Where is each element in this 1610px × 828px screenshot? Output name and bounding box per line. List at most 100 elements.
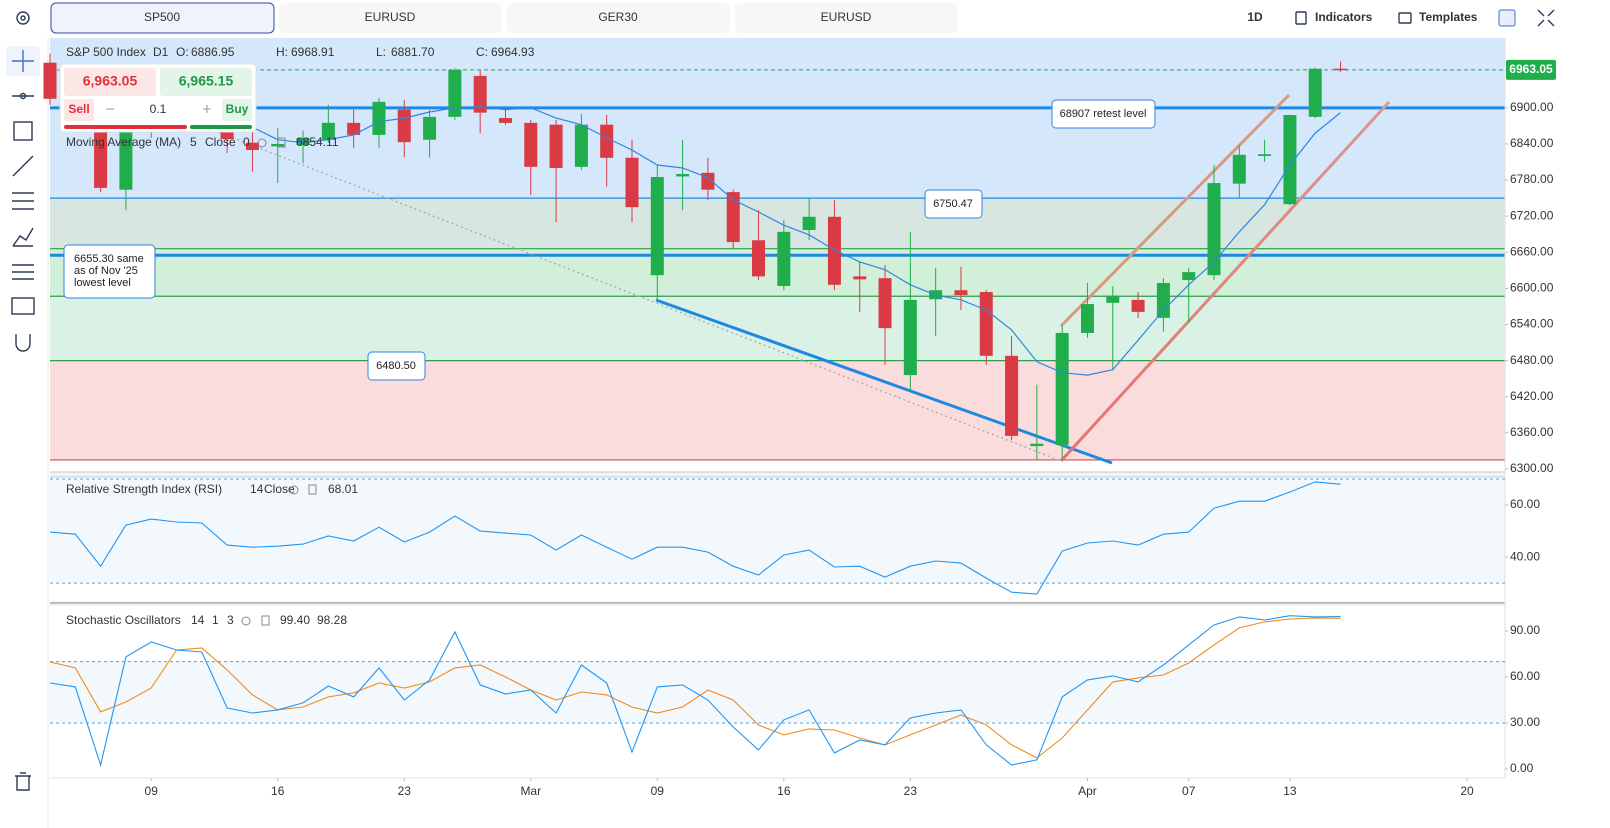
- fib-tool[interactable]: [12, 192, 34, 210]
- trash-tool[interactable]: [15, 772, 31, 791]
- levels: [50, 69, 1505, 461]
- sell-label: Sell: [68, 102, 89, 116]
- x-tick-label: 07: [1182, 784, 1196, 798]
- candle-body: [397, 109, 411, 143]
- stoch-line: [49, 617, 1341, 759]
- rsi-settings[interactable]: [289, 485, 299, 495]
- annotation-box[interactable]: [1051, 99, 1156, 129]
- stoch-settings[interactable]: [241, 616, 251, 626]
- stoch-k-readout: 99.40: [280, 613, 310, 627]
- crosshair-tool[interactable]: [12, 50, 34, 72]
- candle-body: [574, 124, 588, 167]
- ohlc-value: 6886.95: [191, 45, 235, 59]
- trend-tool[interactable]: [12, 155, 34, 177]
- candle-body: [600, 124, 614, 158]
- buy-button[interactable]: [222, 99, 252, 121]
- candle-body: [625, 157, 639, 208]
- ma-delete[interactable]: [277, 137, 286, 148]
- y-tick-label: 30.00: [1510, 715, 1540, 729]
- tab[interactable]: [507, 3, 730, 33]
- rsi-band-fill: [50, 479, 1505, 584]
- rsi-name: Relative Strength Index (RSI): [66, 482, 222, 496]
- x-tick-label: 23: [904, 784, 918, 798]
- quantity[interactable]: 0.1: [150, 102, 167, 116]
- candle-body: [1308, 68, 1322, 117]
- stoch-d-period: 3: [227, 613, 234, 627]
- sell-button[interactable]: [64, 99, 94, 121]
- annotation-box[interactable]: [367, 351, 426, 381]
- ma-offset: 0: [243, 135, 250, 149]
- candle-body: [752, 240, 766, 277]
- magnet-tool[interactable]: [15, 334, 31, 352]
- candle-body: [853, 276, 867, 280]
- sell-price-box[interactable]: [64, 68, 156, 96]
- x-tick-label: 23: [398, 784, 412, 798]
- templates-button[interactable]: Templates: [1419, 10, 1478, 24]
- sell-price: 6,963.05: [83, 73, 138, 89]
- rsi-source: Close: [264, 482, 295, 496]
- y-tick-label: 6600.00: [1510, 281, 1554, 295]
- candle-body: [979, 292, 993, 356]
- text-tool[interactable]: [11, 297, 35, 315]
- candle-body: [1283, 115, 1297, 205]
- annotation-text: as of Nov '25: [74, 265, 138, 277]
- candle-body: [802, 216, 816, 231]
- y-tick-label: 90.00: [1510, 623, 1540, 637]
- buy-price-box[interactable]: [160, 68, 252, 96]
- annotation-box[interactable]: [63, 244, 156, 299]
- tab[interactable]: [50, 2, 275, 34]
- ma-source: Close: [205, 135, 236, 149]
- ma-settings[interactable]: [257, 138, 267, 148]
- ohlc-label: H:: [276, 45, 288, 59]
- ma-name: Moving Average (MA): [66, 135, 181, 149]
- left-toolbar: [0, 38, 48, 828]
- tab[interactable]: [735, 3, 958, 33]
- candle-body: [119, 127, 133, 190]
- x-tick-label: 16: [271, 784, 285, 798]
- candle-body: [878, 278, 892, 329]
- indicators-button[interactable]: Indicators: [1315, 10, 1373, 24]
- candle-body: [827, 216, 841, 285]
- annotation-text: 68907 retest level: [1060, 108, 1147, 120]
- candle-body: [777, 231, 791, 286]
- candle-body: [1030, 443, 1044, 447]
- stoch-k-smooth: 1: [212, 613, 219, 627]
- candle-body: [1131, 299, 1145, 312]
- channel-lower: [1059, 100, 1391, 463]
- ohlc-value: 6968.91: [291, 45, 335, 59]
- y-tick-label: 6540.00: [1510, 317, 1554, 331]
- y-tick-label: 6300.00: [1510, 461, 1554, 475]
- indicators-icon: [1295, 11, 1307, 25]
- stoch-k-period: 14: [191, 613, 205, 627]
- rect-tool[interactable]: [13, 121, 33, 141]
- increase-button[interactable]: [203, 105, 211, 113]
- tab[interactable]: [279, 3, 502, 33]
- candle-body: [524, 122, 538, 167]
- annotation-box[interactable]: [924, 189, 983, 219]
- candle-body: [473, 75, 487, 113]
- candle-body: [1106, 295, 1120, 303]
- settings-icon: [16, 11, 30, 25]
- buy-label: Buy: [226, 102, 249, 116]
- channel-tool[interactable]: [12, 264, 34, 280]
- annotation-text: 6750.47: [933, 198, 973, 210]
- rsi-line: [49, 481, 1341, 595]
- rsi-delete[interactable]: [308, 484, 317, 495]
- fullscreen-button[interactable]: [1537, 9, 1555, 27]
- stoch-band-fill: [50, 661, 1505, 723]
- timeframe-button[interactable]: 1D: [1247, 10, 1263, 24]
- candle-body: [1182, 272, 1196, 280]
- stoch-delete[interactable]: [261, 615, 270, 626]
- candle-body: [245, 142, 259, 150]
- tab-label: EURUSD: [365, 10, 416, 24]
- interval: D1: [153, 45, 169, 59]
- line-tool-dot: [19, 92, 27, 100]
- y-tick-label: 6480.00: [1510, 353, 1554, 367]
- pattern-tool[interactable]: [12, 227, 34, 247]
- candle-body: [94, 130, 108, 188]
- settings-button[interactable]: [16, 11, 30, 25]
- annotation-text: 6655.30 same: [74, 253, 144, 265]
- zone: [50, 360, 1505, 460]
- layout-button[interactable]: [1498, 9, 1516, 27]
